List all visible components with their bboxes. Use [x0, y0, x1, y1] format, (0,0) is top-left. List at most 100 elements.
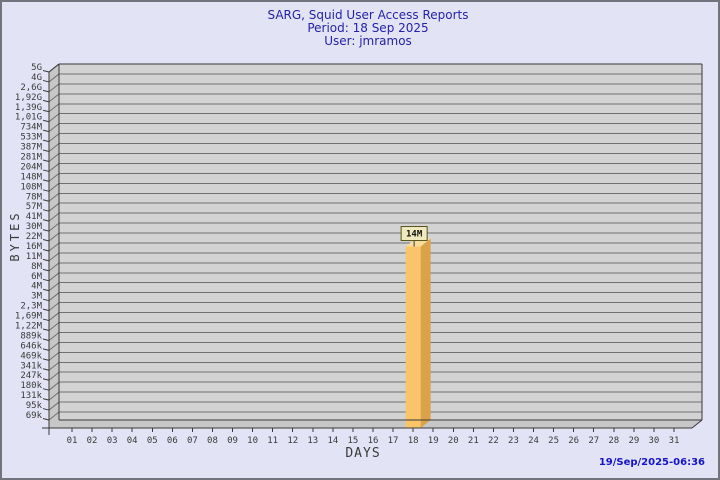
y-tick: [42, 338, 50, 341]
y-tick: [42, 418, 50, 421]
y-tick-label: 6M: [31, 272, 42, 282]
y-tick-slant: [48, 83, 60, 93]
x-tick-label: 17: [388, 436, 399, 446]
x-tick-label: 21: [468, 436, 479, 446]
x-tick-label: 08: [207, 436, 218, 446]
x-tick-label: 06: [167, 436, 178, 446]
y-tick: [42, 179, 50, 182]
y-tick-slant: [48, 153, 60, 162]
y-tick: [42, 239, 50, 242]
x-tick-label: 13: [307, 436, 318, 446]
x-tick-label: 24: [528, 436, 539, 446]
x-tick-label: 22: [488, 436, 499, 446]
plot-top-left-slant-edge: [48, 63, 60, 73]
y-tick: [42, 398, 50, 401]
y-tick: [42, 368, 50, 371]
y-tick-slant: [48, 401, 60, 411]
y-tick: [42, 159, 50, 162]
y-tick-label: 1,01G: [15, 113, 42, 123]
y-tick: [42, 378, 50, 381]
y-tick-label: 281M: [20, 152, 42, 162]
y-tick-label: 4G: [31, 73, 42, 83]
y-tick: [42, 139, 50, 143]
x-tick-label: 15: [348, 436, 359, 446]
x-tick-label: 27: [588, 436, 599, 446]
y-tick-slant: [48, 361, 60, 371]
y-tick: [42, 308, 50, 312]
y-tick-slant: [48, 143, 60, 152]
x-tick-label: 29: [628, 436, 639, 446]
y-tick-label: 889k: [20, 331, 42, 341]
y-tick-slant: [48, 332, 60, 341]
y-tick: [42, 219, 50, 222]
y-tick-slant: [48, 292, 60, 302]
y-tick: [42, 288, 50, 292]
y-tick: [42, 348, 50, 351]
y-tick-label: 3M: [31, 292, 42, 302]
y-tick: [42, 278, 50, 282]
y-tick: [42, 388, 50, 391]
plot-bottom-right-slant-edge: [691, 419, 703, 429]
y-tick-label: 180k: [20, 381, 42, 391]
y-tick-label: 8M: [31, 262, 42, 272]
y-tick: [42, 189, 50, 192]
y-tick-label: 1,22M: [15, 322, 43, 332]
y-tick: [42, 328, 50, 332]
report-title: SARG, Squid User Access Reports: [267, 8, 469, 22]
x-tick-label: 23: [508, 436, 519, 446]
y-tick: [42, 70, 50, 73]
y-tick-label: 22M: [26, 232, 43, 242]
y-tick-label: 148M: [20, 172, 42, 182]
y-tick-label: 5G: [31, 63, 42, 73]
y-tick-label: 16M: [26, 242, 43, 252]
y-tick-slant: [48, 163, 60, 172]
y-tick-slant: [48, 222, 60, 232]
y-tick: [42, 109, 50, 113]
y-tick-label: 646k: [20, 341, 42, 351]
y-tick-slant: [48, 123, 60, 133]
generation-timestamp: 19/Sep/2025-06:36: [598, 457, 705, 468]
x-tick-label: 05: [147, 436, 158, 446]
y-tick-label: 41M: [26, 212, 43, 222]
bar-value-annotation: [400, 226, 428, 242]
y-tick-slant: [48, 103, 60, 113]
y-tick-label: 1,92G: [15, 93, 42, 103]
y-tick-label: 78M: [26, 192, 43, 202]
x-tick-label: 16: [368, 436, 379, 446]
y-tick: [42, 248, 50, 252]
x-tick-label: 02: [87, 436, 98, 446]
y-tick-label: 4M: [31, 282, 42, 292]
y-tick-slant: [48, 262, 60, 272]
y-tick: [42, 169, 50, 172]
y-tick-label: 2,3M: [20, 302, 42, 312]
y-tick-slant: [48, 202, 60, 212]
y-tick-label: 30M: [26, 222, 43, 232]
y-tick: [42, 129, 50, 133]
y-tick-slant: [48, 391, 60, 401]
y-tick: [42, 199, 50, 202]
y-tick-label: 95k: [26, 401, 43, 411]
y-tick-label: 1,39G: [15, 103, 42, 113]
y-tick-label: 131k: [20, 391, 42, 401]
y-tick: [42, 89, 50, 93]
y-tick-label: 108M: [20, 182, 42, 192]
y-tick-label: 387M: [20, 143, 42, 153]
report-header: SARG, Squid User Access Reports Period: …: [8, 8, 718, 48]
x-tick-label: 03: [107, 436, 118, 446]
y-tick: [42, 268, 50, 272]
x-tick-label: 09: [227, 436, 238, 446]
y-tick-slant: [48, 133, 60, 142]
y-tick-slant: [48, 182, 60, 192]
y-tick-slant: [48, 381, 60, 391]
x-tick-label: 25: [548, 436, 559, 446]
y-tick-slant: [48, 272, 60, 282]
x-tick-label: 31: [669, 436, 680, 446]
x-tick-label: 28: [608, 436, 619, 446]
x-tick-label: 19: [428, 436, 439, 446]
y-tick-slant: [48, 73, 60, 83]
y-tick-slant: [48, 312, 60, 321]
y-tick-label: 204M: [20, 162, 42, 172]
y-tick-slant: [48, 371, 60, 381]
y-tick-label: 11M: [26, 252, 43, 262]
